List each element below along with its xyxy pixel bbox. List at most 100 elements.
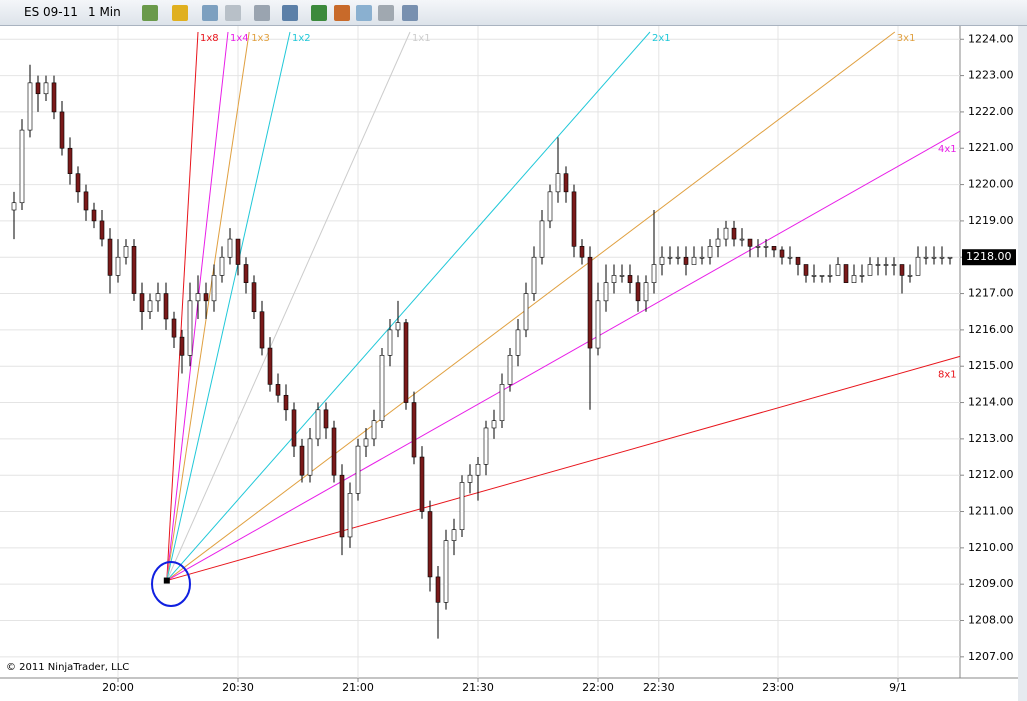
candle-body: [947, 256, 953, 259]
y-tick-label: 1212.00: [968, 468, 1014, 481]
candle-body: [283, 394, 289, 411]
copyright: © 2011 NinjaTrader, LLC: [6, 662, 129, 673]
price-marker-box: [962, 249, 1016, 266]
y-tick-label: 1214.00: [968, 396, 1014, 409]
candle-body: [523, 293, 529, 331]
fan-line: [166, 31, 291, 581]
x-tick-label: 21:30: [462, 681, 494, 694]
candle-body: [499, 384, 505, 422]
candle-body: [195, 293, 201, 302]
candle-body: [51, 82, 57, 113]
fan-line: [166, 355, 961, 582]
candle-body: [939, 256, 945, 259]
candle-body: [347, 493, 353, 538]
candle-body: [403, 322, 409, 403]
candle-body: [483, 427, 489, 465]
y-tick-label: 1224.00: [968, 32, 1014, 45]
candle-body: [555, 173, 561, 193]
candle-body: [203, 293, 209, 302]
candle-body: [619, 275, 625, 277]
fan-label: 1x1: [412, 33, 431, 44]
fan-line: [166, 130, 961, 581]
interval-selector[interactable]: 1 Min: [88, 5, 121, 19]
candle-body: [411, 402, 417, 458]
fan-line: [166, 31, 651, 581]
candle-body: [715, 238, 721, 247]
candle-body: [315, 409, 321, 440]
candle-body: [259, 311, 265, 349]
candle-body: [635, 282, 641, 302]
y-tick-label: 1221.00: [968, 141, 1014, 154]
candle-body: [875, 264, 881, 266]
candle-body: [459, 482, 465, 530]
candle-body: [67, 147, 73, 174]
candle-body: [563, 173, 569, 193]
y-tick-label: 1219.00: [968, 214, 1014, 227]
candle-body: [427, 511, 433, 578]
candle-body: [923, 256, 929, 259]
candle-body: [491, 420, 497, 429]
x-tick-label: 22:30: [643, 681, 675, 694]
indicators-button[interactable]: [356, 5, 372, 21]
fan-line: [166, 31, 896, 581]
fan-line: [166, 31, 199, 581]
gann-fan[interactable]: 1x8 1x4 1x3 1x2 1x1 2x1 3x1 4x1 8x1: [163, 31, 961, 584]
candle-body: [163, 293, 169, 320]
y-tick-label: 1209.00: [968, 577, 1014, 590]
x-tick-label: 20:00: [102, 681, 134, 694]
hand-drawn-circle: [151, 561, 191, 607]
candle-body: [19, 129, 25, 204]
draw-button[interactable]: [172, 5, 188, 21]
candle-body: [707, 246, 713, 258]
fan-label: 2x1: [652, 33, 671, 44]
scrollbar[interactable]: [1018, 26, 1027, 701]
order-button[interactable]: [311, 5, 327, 21]
y-tick-label: 1220.00: [968, 178, 1014, 191]
candle-body: [363, 438, 369, 447]
zoom-out-button[interactable]: [225, 5, 241, 21]
candle-body: [843, 264, 849, 283]
candle-body: [851, 275, 857, 283]
x-tick-label: 9/1: [889, 681, 907, 694]
y-tick-label: 1210.00: [968, 541, 1014, 554]
candle-body: [395, 322, 401, 331]
candle-body: [171, 318, 177, 338]
instrument-selector[interactable]: ES 09-11: [24, 5, 78, 19]
labels: 1207.00 1208.00 1209.00 1210.00 1211.00 1212.…: [102, 32, 1016, 694]
fan-label: 3x1: [897, 33, 916, 44]
candle-body: [11, 202, 17, 211]
candle-body: [867, 264, 873, 276]
zoom-in-button[interactable]: [202, 5, 218, 21]
candle-body: [43, 82, 49, 95]
y-tick-label: 1213.00: [968, 432, 1014, 445]
window-button[interactable]: [402, 5, 418, 21]
candle-body: [827, 275, 833, 277]
candle-body: [227, 238, 233, 258]
data-box-button[interactable]: [282, 5, 298, 21]
candle-body: [107, 238, 113, 276]
cursor-button[interactable]: [254, 5, 270, 21]
candle-body: [579, 246, 585, 258]
candle-body: [667, 256, 673, 259]
candle-body: [699, 256, 705, 259]
y-tick-label: 1208.00: [968, 614, 1014, 627]
candle-body: [811, 275, 817, 277]
candle-body: [891, 264, 897, 266]
candle-body: [91, 209, 97, 222]
fan-label: 4x1: [938, 144, 957, 155]
candle-body: [539, 220, 545, 258]
candle-body: [587, 256, 593, 349]
fan-anchor: [163, 577, 170, 584]
candle-body: [291, 409, 297, 447]
candle-body: [835, 264, 841, 276]
candle-body: [147, 300, 153, 313]
candle-body: [803, 264, 809, 276]
candle-body: [859, 275, 865, 277]
properties-button[interactable]: [378, 5, 394, 21]
strategies-button[interactable]: [334, 5, 350, 21]
bar-type-button[interactable]: [142, 5, 158, 21]
candle-body: [643, 282, 649, 302]
candle-body: [883, 264, 889, 266]
candle-body: [763, 246, 769, 248]
